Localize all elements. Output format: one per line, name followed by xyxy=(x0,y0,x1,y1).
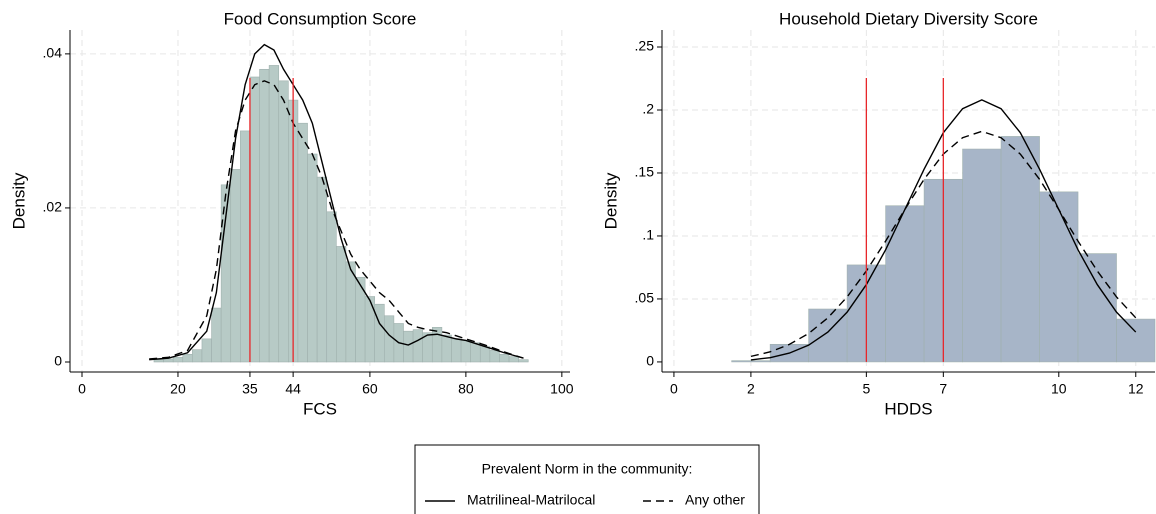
y-tick-label: .1 xyxy=(642,227,654,243)
legend-label: Matrilineal-Matrilocal xyxy=(467,492,595,508)
legend-title: Prevalent Norm in the community: xyxy=(482,461,693,477)
bar xyxy=(201,338,212,363)
legend-label: Any other xyxy=(685,492,745,508)
bar xyxy=(403,330,414,363)
chart-title: Household Dietary Diversity Score xyxy=(779,9,1038,28)
bar xyxy=(412,329,423,363)
bar xyxy=(489,350,500,363)
bar xyxy=(731,360,771,363)
bar xyxy=(885,205,925,363)
bar xyxy=(364,296,376,363)
bar xyxy=(172,357,184,363)
bar xyxy=(499,353,510,363)
x-tick-label: 44 xyxy=(285,381,301,397)
chart-title: Food Consumption Score xyxy=(224,9,417,28)
bar xyxy=(316,176,328,363)
bar xyxy=(163,358,174,363)
bar xyxy=(153,359,164,363)
bar xyxy=(441,334,452,363)
bar xyxy=(268,65,280,363)
y-tick-label: .02 xyxy=(43,199,63,215)
x-tick-label: 10 xyxy=(1051,381,1067,397)
bar xyxy=(431,327,443,363)
density-line xyxy=(149,80,524,360)
legend-box xyxy=(414,444,760,514)
bar xyxy=(240,130,251,363)
x-axis-title: HDDS xyxy=(884,399,932,418)
x-tick-label: 80 xyxy=(458,381,474,397)
bar xyxy=(374,303,385,363)
bar xyxy=(307,153,318,363)
y-tick-label: .15 xyxy=(635,164,655,180)
bar xyxy=(470,342,481,363)
y-axis-title: Density xyxy=(9,172,28,229)
bar xyxy=(1116,318,1156,363)
x-tick-label: 0 xyxy=(78,381,86,397)
bar xyxy=(1039,191,1079,363)
bar xyxy=(1000,136,1040,363)
x-axis-title: FCS xyxy=(303,399,337,418)
x-tick-label: 35 xyxy=(242,381,258,397)
bar xyxy=(383,315,395,363)
bar xyxy=(336,246,347,363)
bar xyxy=(460,340,471,363)
bar xyxy=(345,261,356,363)
bar xyxy=(479,346,491,363)
bar xyxy=(326,211,337,363)
x-tick-label: 0 xyxy=(670,381,678,397)
y-tick-label: .25 xyxy=(635,38,655,54)
y-tick-label: .05 xyxy=(635,290,655,306)
y-tick-label: .04 xyxy=(43,45,63,61)
y-tick-label: 0 xyxy=(646,353,654,369)
y-axis-title: Density xyxy=(601,172,620,229)
bar xyxy=(278,80,289,363)
bar xyxy=(1077,253,1117,363)
bar xyxy=(192,349,203,363)
bar xyxy=(230,169,241,363)
bar xyxy=(249,76,260,363)
x-tick-label: 20 xyxy=(170,381,186,397)
bar xyxy=(182,353,193,363)
x-tick-label: 7 xyxy=(939,381,947,397)
bar xyxy=(518,359,529,363)
bar xyxy=(808,308,848,363)
x-tick-label: 100 xyxy=(550,381,574,397)
bar xyxy=(259,68,270,363)
x-tick-label: 2 xyxy=(747,381,755,397)
bar xyxy=(211,307,222,363)
x-tick-label: 5 xyxy=(862,381,870,397)
x-tick-label: 60 xyxy=(362,381,378,397)
bar xyxy=(297,122,308,363)
bar xyxy=(962,148,1002,363)
y-tick-label: .2 xyxy=(642,101,654,117)
bar xyxy=(451,338,462,363)
y-tick-label: 0 xyxy=(54,353,62,369)
bar xyxy=(508,356,519,363)
x-tick-label: 12 xyxy=(1128,381,1144,397)
